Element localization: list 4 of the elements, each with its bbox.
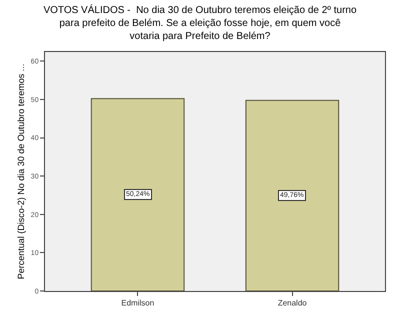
chart-title: VOTOS VÁLIDOS - No dia 30 de Outubro teremos eleição de 2º turno para prefeito de Belém. Se a eleição fosse hoje, em quem você votaria para Prefeito de Belém? [43,4,357,42]
x-tick-label: Edmilson [121,298,154,308]
x-tick-label: Zenaldo [278,298,308,308]
y-axis-title: Percentual (Disco-2) No dia 30 de Outubro teremos ... [16,64,26,280]
